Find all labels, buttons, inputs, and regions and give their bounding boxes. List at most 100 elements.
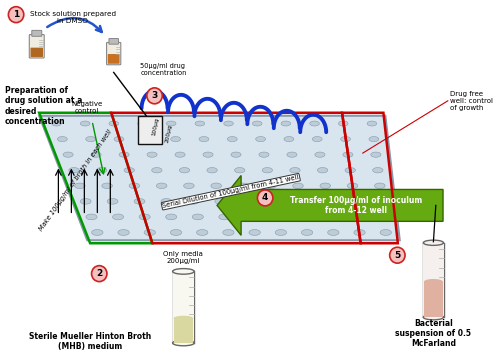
Ellipse shape [139, 214, 150, 220]
Ellipse shape [380, 229, 392, 236]
Ellipse shape [219, 214, 230, 220]
Ellipse shape [354, 229, 365, 236]
Ellipse shape [262, 168, 272, 173]
Ellipse shape [424, 315, 444, 320]
Ellipse shape [350, 199, 360, 204]
Text: 5: 5 [394, 251, 400, 260]
Ellipse shape [86, 214, 97, 220]
Text: 2: 2 [96, 269, 102, 278]
Text: 50μg/ml drug
concentration: 50μg/ml drug concentration [140, 63, 186, 77]
Ellipse shape [275, 229, 286, 236]
Ellipse shape [234, 168, 245, 173]
Ellipse shape [315, 152, 325, 157]
Ellipse shape [52, 121, 62, 126]
Ellipse shape [58, 136, 67, 142]
Ellipse shape [292, 183, 304, 189]
Ellipse shape [142, 136, 152, 142]
Ellipse shape [376, 199, 387, 204]
Ellipse shape [310, 121, 320, 126]
Ellipse shape [367, 121, 376, 126]
Polygon shape [217, 175, 443, 235]
Text: Make 100μg/ml of broth in each well: Make 100μg/ml of broth in each well [38, 129, 113, 232]
Ellipse shape [134, 199, 145, 204]
Ellipse shape [124, 168, 134, 173]
Ellipse shape [424, 240, 444, 245]
Text: Negative
control: Negative control [72, 101, 103, 114]
FancyBboxPatch shape [30, 35, 44, 58]
Polygon shape [172, 271, 194, 343]
Ellipse shape [199, 136, 209, 142]
Ellipse shape [80, 121, 90, 126]
Ellipse shape [215, 199, 226, 204]
Circle shape [147, 88, 162, 104]
Ellipse shape [290, 168, 300, 173]
Ellipse shape [352, 214, 362, 220]
Ellipse shape [231, 152, 241, 157]
Ellipse shape [223, 229, 234, 236]
Text: Only media
200μg/ml: Only media 200μg/ml [164, 251, 203, 264]
Ellipse shape [92, 229, 103, 236]
Text: 3: 3 [152, 91, 158, 100]
Ellipse shape [287, 152, 297, 157]
Ellipse shape [268, 199, 280, 204]
Ellipse shape [246, 214, 256, 220]
Ellipse shape [203, 152, 213, 157]
Ellipse shape [320, 183, 330, 189]
Ellipse shape [340, 136, 350, 142]
Ellipse shape [129, 183, 140, 189]
Polygon shape [138, 116, 162, 144]
Ellipse shape [224, 121, 234, 126]
Ellipse shape [195, 121, 204, 126]
Ellipse shape [91, 152, 101, 157]
Text: Serial Dilution of 100μg/ml from 4-11 well: Serial Dilution of 100μg/ml from 4-11 we… [162, 174, 300, 209]
Ellipse shape [86, 136, 96, 142]
Ellipse shape [112, 214, 124, 220]
Circle shape [390, 247, 405, 263]
Ellipse shape [372, 168, 383, 173]
Ellipse shape [312, 136, 322, 142]
Ellipse shape [174, 316, 194, 321]
Ellipse shape [256, 136, 266, 142]
Ellipse shape [242, 199, 252, 204]
Ellipse shape [296, 199, 306, 204]
Ellipse shape [172, 340, 194, 346]
Circle shape [258, 190, 273, 206]
Ellipse shape [69, 168, 79, 173]
Polygon shape [39, 116, 400, 240]
Circle shape [92, 266, 107, 282]
Ellipse shape [281, 121, 290, 126]
Ellipse shape [338, 121, 348, 126]
Ellipse shape [259, 152, 269, 157]
FancyBboxPatch shape [106, 43, 121, 65]
Ellipse shape [170, 229, 181, 236]
Ellipse shape [196, 229, 208, 236]
Ellipse shape [119, 152, 129, 157]
Ellipse shape [345, 168, 356, 173]
Text: 4: 4 [262, 193, 268, 202]
Ellipse shape [172, 268, 194, 274]
Ellipse shape [192, 214, 203, 220]
Polygon shape [424, 243, 444, 317]
Text: 200μg: 200μg [165, 123, 173, 142]
Text: Bacterial
suspension of 0.5
McFarland: Bacterial suspension of 0.5 McFarland [396, 319, 471, 348]
Ellipse shape [144, 229, 156, 236]
Ellipse shape [207, 168, 218, 173]
Text: Transfer 100μg/ml of inoculum
from 4-12 well: Transfer 100μg/ml of inoculum from 4-12 … [290, 196, 422, 215]
Ellipse shape [302, 229, 312, 236]
Ellipse shape [166, 214, 176, 220]
Ellipse shape [147, 152, 157, 157]
Text: 100μg: 100μg [152, 117, 160, 136]
Ellipse shape [107, 199, 118, 204]
Ellipse shape [63, 152, 73, 157]
Ellipse shape [184, 183, 194, 189]
Text: Sterile Mueller Hinton Broth
(MHB) medium: Sterile Mueller Hinton Broth (MHB) mediu… [28, 332, 151, 351]
Polygon shape [424, 281, 442, 317]
Ellipse shape [152, 168, 162, 173]
Ellipse shape [252, 121, 262, 126]
Ellipse shape [161, 199, 172, 204]
Ellipse shape [80, 199, 91, 204]
Ellipse shape [238, 183, 248, 189]
Ellipse shape [325, 214, 336, 220]
Ellipse shape [170, 136, 180, 142]
Ellipse shape [175, 152, 185, 157]
